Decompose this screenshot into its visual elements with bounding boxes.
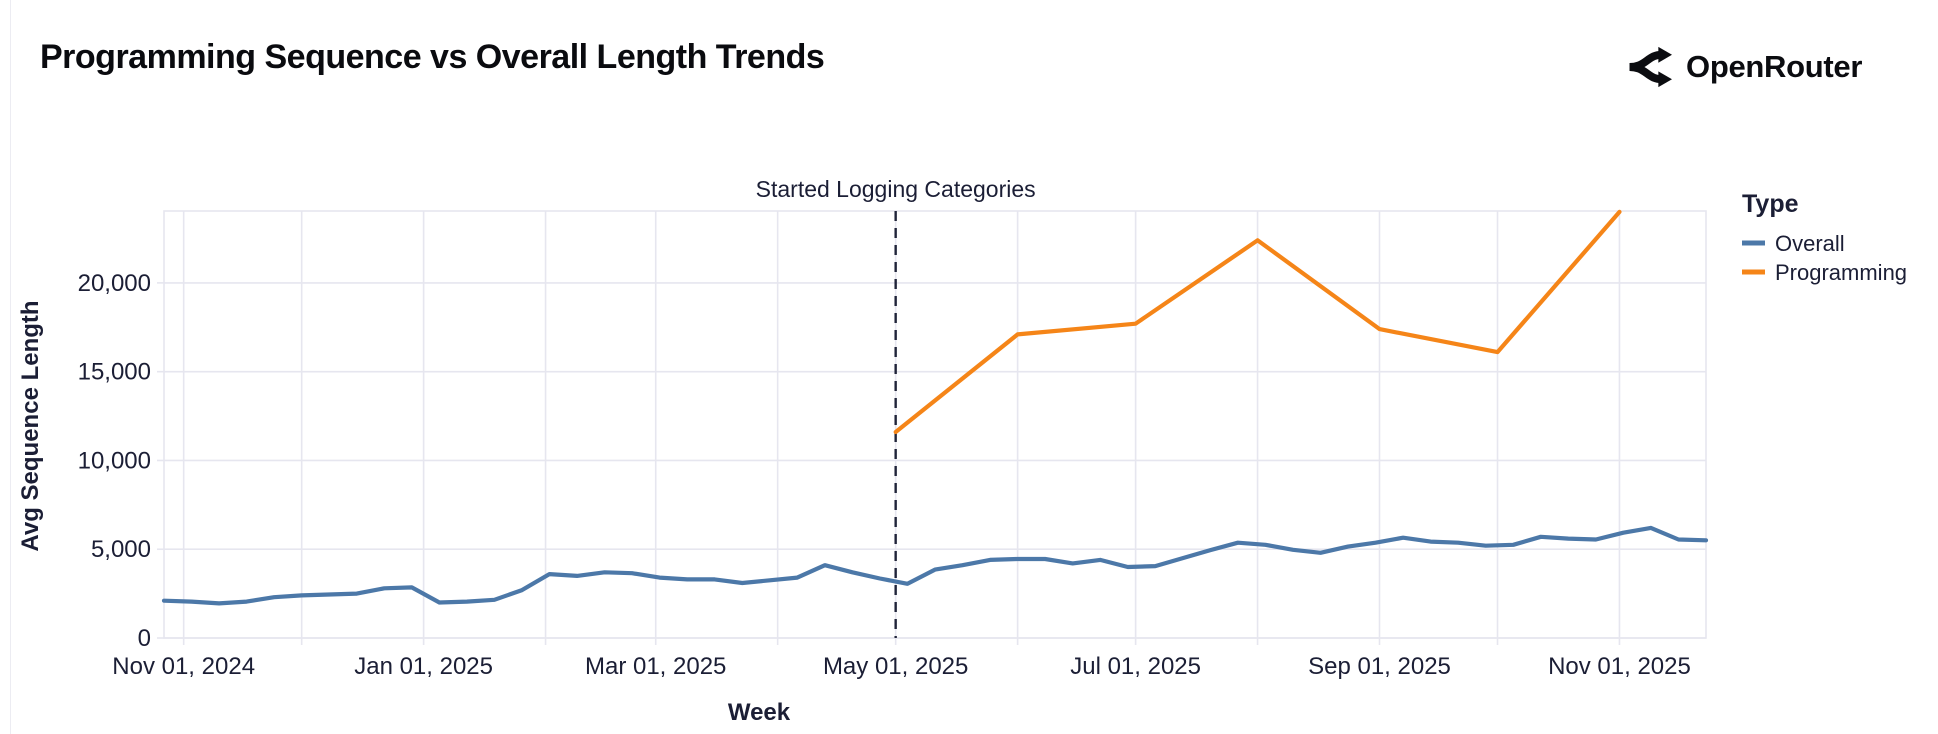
x-tick-label: Nov 01, 2025 <box>1548 653 1691 680</box>
openrouter-logo-text: OpenRouter <box>1686 49 1863 84</box>
line-overall <box>161 525 1709 606</box>
legend-item-label: Overall <box>1775 231 1845 256</box>
x-tick-label: Jan 01, 2025 <box>354 653 493 680</box>
x-tick-label: Nov 01, 2024 <box>112 653 255 680</box>
legend-title: Type <box>1742 190 1799 218</box>
openrouter-fork-icon <box>1626 44 1672 90</box>
line-programming <box>893 209 1622 435</box>
y-tick-label: 5,000 <box>91 536 151 563</box>
legend-item-label: Programming <box>1775 260 1907 285</box>
y-axis-title: Avg Sequence Length <box>17 300 44 551</box>
page-title: Programming Sequence vs Overall Length T… <box>40 38 825 76</box>
card-left-border <box>10 0 11 734</box>
x-axis-title: Week <box>728 699 791 726</box>
y-tick-label: 10,000 <box>78 447 151 474</box>
x-tick-label: Jul 01, 2025 <box>1070 653 1201 680</box>
y-tick-label: 0 <box>138 625 151 652</box>
annotation-label: Started Logging Categories <box>756 176 1036 202</box>
x-tick-label: Mar 01, 2025 <box>585 653 726 680</box>
y-tick-label: 15,000 <box>78 359 151 386</box>
x-tick-label: Sep 01, 2025 <box>1308 653 1451 680</box>
plot-border <box>163 210 1707 639</box>
x-tick-label: May 01, 2025 <box>823 653 968 680</box>
openrouter-logo[interactable]: OpenRouter <box>1626 44 1862 90</box>
y-tick-label: 20,000 <box>78 270 151 297</box>
